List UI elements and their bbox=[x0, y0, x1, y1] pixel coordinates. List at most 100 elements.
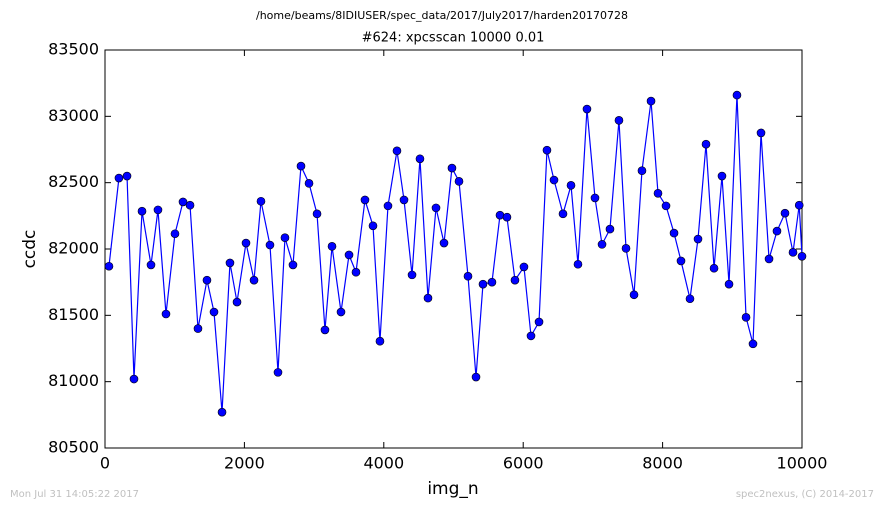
y-tick-label: 82500 bbox=[48, 172, 99, 191]
y-tick-label: 81000 bbox=[48, 371, 99, 390]
data-point bbox=[582, 104, 592, 114]
data-point bbox=[519, 262, 529, 272]
data-point bbox=[375, 336, 385, 346]
y-tick-label: 83500 bbox=[48, 40, 99, 59]
data-point bbox=[280, 233, 290, 243]
data-point bbox=[146, 260, 156, 270]
x-tick-label: 10000 bbox=[777, 454, 828, 473]
data-point bbox=[114, 173, 124, 183]
data-point bbox=[646, 96, 656, 106]
data-point bbox=[566, 181, 576, 190]
data-point bbox=[415, 154, 425, 164]
data-point bbox=[605, 224, 615, 234]
data-point bbox=[209, 307, 219, 317]
data-point bbox=[653, 188, 663, 198]
data-point bbox=[256, 196, 266, 206]
data-point bbox=[241, 238, 251, 248]
data-point bbox=[296, 161, 306, 171]
data-point bbox=[185, 200, 195, 210]
data-point bbox=[661, 201, 671, 211]
data-point bbox=[407, 270, 417, 280]
data-point bbox=[780, 208, 790, 218]
data-point bbox=[463, 271, 473, 281]
x-tick-label: 6000 bbox=[503, 454, 544, 473]
data-point bbox=[170, 229, 180, 239]
data-point bbox=[336, 307, 346, 317]
data-point bbox=[676, 256, 686, 266]
y-axis-label: ccdc bbox=[20, 230, 40, 269]
y-tick-label: 83000 bbox=[48, 106, 99, 125]
data-point bbox=[637, 166, 647, 176]
data-point bbox=[526, 331, 536, 341]
data-point bbox=[478, 279, 488, 289]
data-point bbox=[685, 294, 695, 304]
x-tick-label: 8000 bbox=[642, 454, 683, 473]
y-tick-label: 81500 bbox=[48, 305, 99, 324]
data-point bbox=[748, 339, 758, 349]
data-point bbox=[122, 171, 132, 181]
data-point bbox=[327, 242, 337, 251]
data-point bbox=[249, 275, 259, 285]
data-line bbox=[108, 95, 803, 413]
data-point bbox=[454, 177, 464, 186]
data-point bbox=[161, 309, 171, 319]
data-point bbox=[344, 250, 354, 260]
data-point bbox=[217, 407, 227, 417]
data-point bbox=[597, 240, 607, 249]
data-point bbox=[756, 128, 766, 138]
data-point bbox=[549, 175, 559, 185]
data-point bbox=[193, 324, 203, 333]
timestamp: Mon Jul 31 14:05:22 2017 bbox=[10, 489, 139, 500]
data-point bbox=[225, 258, 235, 268]
data-point bbox=[558, 209, 568, 219]
data-point bbox=[392, 146, 402, 156]
data-point bbox=[573, 259, 583, 269]
data-point bbox=[288, 260, 298, 270]
data-point bbox=[431, 203, 441, 213]
x-axis-label: img_n bbox=[427, 479, 478, 499]
data-point bbox=[439, 238, 449, 248]
data-point bbox=[693, 234, 703, 244]
data-point bbox=[399, 195, 409, 205]
data-point bbox=[383, 201, 393, 211]
data-point bbox=[202, 275, 212, 285]
data-point bbox=[590, 193, 600, 203]
data-point bbox=[471, 372, 481, 382]
data-point bbox=[629, 290, 639, 300]
data-point bbox=[368, 221, 378, 231]
data-point bbox=[129, 374, 139, 384]
x-tick-label: 2000 bbox=[224, 454, 265, 473]
data-point bbox=[709, 263, 719, 273]
data-point bbox=[741, 313, 751, 322]
data-point bbox=[724, 279, 734, 289]
y-tick-label: 82000 bbox=[48, 239, 99, 258]
data-point bbox=[137, 206, 147, 216]
data-point bbox=[320, 325, 330, 335]
plot-area bbox=[104, 90, 807, 417]
chart-title: /home/beams/8IDIUSER/spec_data/2017/July… bbox=[256, 9, 628, 22]
x-tick-label: 4000 bbox=[363, 454, 404, 473]
x-tick-label: 0 bbox=[100, 454, 110, 473]
data-point bbox=[797, 251, 807, 261]
plot-frame bbox=[104, 49, 803, 449]
data-point bbox=[701, 139, 711, 149]
data-point bbox=[360, 195, 370, 205]
data-point bbox=[265, 240, 275, 250]
data-point bbox=[772, 226, 782, 236]
data-point bbox=[614, 116, 624, 125]
data-point bbox=[794, 200, 804, 210]
data-point bbox=[273, 368, 283, 377]
data-point bbox=[534, 317, 544, 327]
data-point bbox=[732, 90, 742, 100]
data-point bbox=[669, 228, 679, 238]
chart-subtitle: #624: xpcsscan 10000 0.01 bbox=[362, 31, 545, 46]
data-point bbox=[312, 209, 322, 219]
data-point bbox=[153, 205, 163, 215]
data-point bbox=[351, 267, 361, 277]
data-point bbox=[178, 197, 188, 207]
data-point bbox=[447, 163, 457, 173]
data-point bbox=[621, 244, 631, 253]
y-tick-label: 80500 bbox=[48, 438, 99, 457]
